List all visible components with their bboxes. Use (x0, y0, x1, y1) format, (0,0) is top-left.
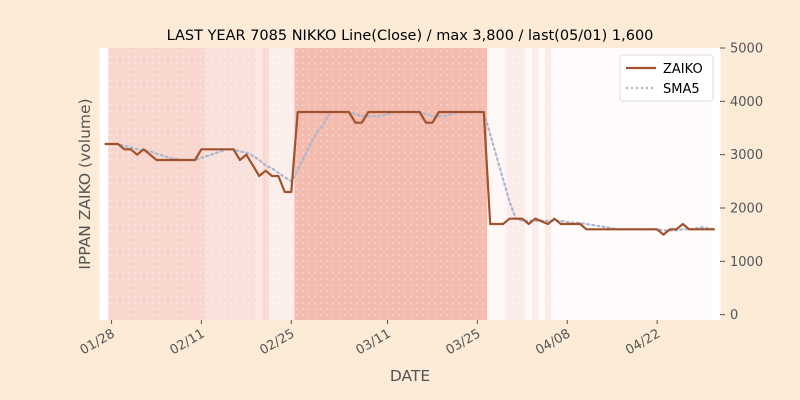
x-axis: 01/28 02/11 02/25 03/11 03/25 04/08 04/22 (78, 320, 663, 358)
y-tick-label: 2000 (730, 202, 763, 217)
x-tick-label: 02/25 (257, 326, 297, 358)
legend-label-sma5: SMA5 (663, 82, 700, 97)
y-tick-label: 5000 (730, 42, 763, 57)
y-axis-label: IPPAN ZAIKO (volume) (76, 98, 94, 269)
x-tick-label: 04/08 (533, 326, 573, 358)
x-tick-label: 03/25 (443, 326, 483, 358)
y-tick-label: 0 (730, 308, 738, 323)
x-tick-label: 04/22 (623, 326, 663, 358)
series-lines (103, 110, 717, 236)
chart-title: LAST YEAR 7085 NIKKO Line(Close) / max 3… (167, 28, 654, 44)
legend-label-zaiko: ZAIKO (663, 62, 703, 77)
dot-texture (100, 48, 720, 320)
y-axis: 0 1000 2000 3000 4000 5000 (720, 42, 763, 323)
y-tick-label: 4000 (730, 95, 763, 110)
y-tick-label: 3000 (730, 148, 763, 163)
dot-overlay (100, 48, 720, 320)
x-axis-label: DATE (390, 367, 430, 385)
series-line-zaiko (105, 110, 715, 236)
x-tick-label: 02/11 (167, 326, 207, 358)
plot-spines (99, 48, 721, 320)
legend-box (619, 54, 714, 102)
y-tick-label: 1000 (730, 255, 763, 270)
x-tick-label: 03/11 (354, 326, 394, 358)
legend: ZAIKO SMA5 (619, 54, 714, 102)
x-tick-label: 01/28 (78, 326, 118, 358)
